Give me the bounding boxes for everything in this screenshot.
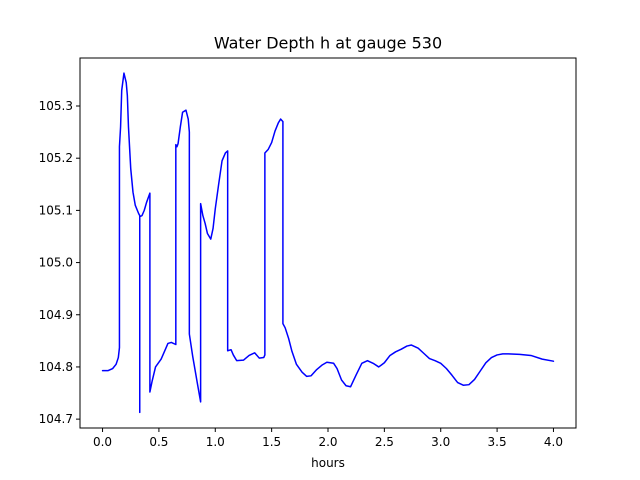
y-tick-label: 104.7	[39, 412, 73, 426]
x-tick-label: 1.5	[262, 435, 281, 449]
y-tick-label: 105.2	[39, 151, 73, 165]
x-tick-label: 0.0	[93, 435, 112, 449]
x-axis: 0.0 0.5 1.0 1.5 2.0 2.5 3.0 3.5 4.0	[93, 428, 563, 449]
y-tick-label: 104.8	[39, 360, 73, 374]
x-tick-label: 1.0	[206, 435, 225, 449]
x-tick-label: 2.0	[318, 435, 337, 449]
plot-area	[80, 58, 576, 428]
series-line	[101, 72, 555, 414]
y-tick-label: 105.1	[39, 203, 73, 217]
x-tick-label: 3.5	[488, 435, 507, 449]
x-tick-label: 0.5	[149, 435, 168, 449]
data-layer	[101, 72, 555, 414]
y-tick-label: 104.9	[39, 308, 73, 322]
x-tick-label: 4.0	[544, 435, 563, 449]
x-tick-label: 3.0	[431, 435, 450, 449]
x-axis-label: hours	[311, 456, 345, 470]
y-tick-label: 105.0	[39, 256, 73, 270]
x-tick-label: 2.5	[375, 435, 394, 449]
y-tick-label: 105.3	[39, 99, 73, 113]
y-axis: 104.7 104.8 104.9 105.0 105.1 105.2 105.3	[39, 99, 80, 426]
chart-title: Water Depth h at gauge 530	[214, 34, 442, 53]
